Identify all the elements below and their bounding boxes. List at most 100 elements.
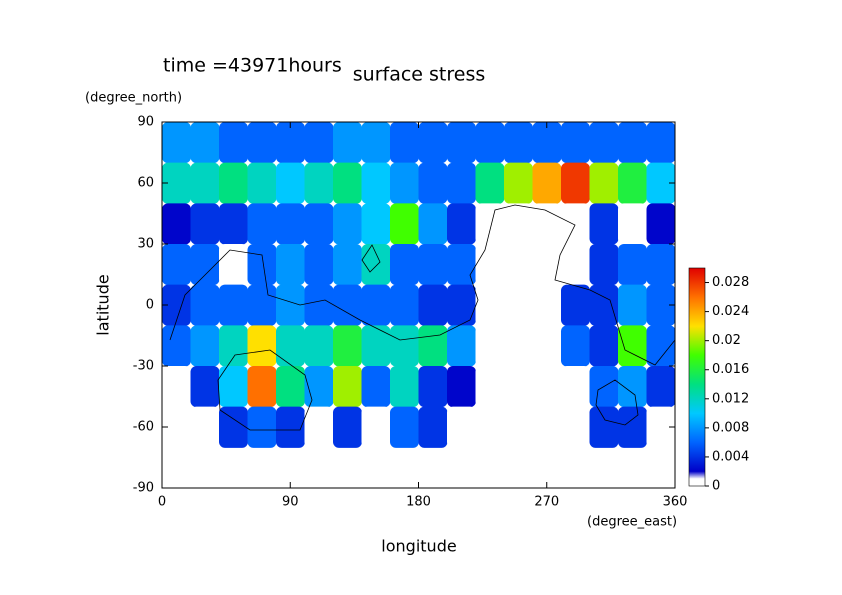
- contour-cell: [276, 162, 305, 204]
- contour-cell: [504, 284, 533, 326]
- contour-cell: [475, 325, 505, 367]
- contour-cell: [276, 366, 305, 408]
- contour-cell: [532, 325, 562, 367]
- contour-cell: [475, 122, 505, 164]
- contour-cell: [561, 366, 590, 408]
- contour-cell: [304, 325, 334, 367]
- contour-cell: [390, 203, 419, 245]
- colorbar-tick-label: 0: [712, 479, 720, 494]
- contour-cell: [475, 406, 505, 448]
- y-tick-label: -90: [133, 481, 154, 496]
- x-tick-label: 270: [534, 495, 559, 510]
- contour-cell: [219, 325, 248, 367]
- colorbar-tick-label: 0.008: [712, 420, 749, 435]
- contour-cell: [390, 406, 419, 448]
- contour-cell: [618, 325, 647, 367]
- contour-cell: [561, 162, 590, 204]
- y-unit: (degree_north): [85, 91, 182, 106]
- contour-cell: [589, 244, 619, 286]
- contour-cell: [190, 325, 220, 367]
- contour-cell: [190, 284, 220, 326]
- contour-cell: [418, 122, 448, 164]
- contour-cell: [390, 325, 419, 367]
- contour-cell: [162, 366, 191, 408]
- colorbar-tick-label: 0.016: [712, 362, 749, 377]
- y-tick-label: 90: [137, 115, 154, 130]
- contour-cell: [190, 162, 220, 204]
- contour-cell: [504, 203, 533, 245]
- contour-cell: [418, 325, 448, 367]
- contour-cell: [361, 366, 391, 408]
- contour-cell: [390, 244, 419, 286]
- contour-cell: [162, 406, 191, 448]
- contour-cell: [561, 284, 590, 326]
- contour-cell: [418, 244, 448, 286]
- contour-cell: [162, 325, 191, 367]
- contour-cell: [162, 284, 191, 326]
- y-tick-label: 30: [137, 237, 154, 252]
- contour-cell: [589, 284, 619, 326]
- contour-cell: [618, 406, 647, 448]
- contour-cell: [247, 406, 277, 448]
- contour-cell: [219, 406, 248, 448]
- coastlines: [169, 204, 675, 431]
- contour-cell: [390, 122, 419, 164]
- chart-title: surface stress: [353, 64, 486, 86]
- y-tick-label: -60: [133, 420, 154, 435]
- contour-cell: [447, 244, 476, 286]
- contour-cell: [646, 325, 675, 367]
- contour-cell: [475, 284, 505, 326]
- subtitle: time =43971hours: [163, 55, 342, 77]
- x-unit: (degree_east): [587, 515, 677, 530]
- contour-cell: [190, 244, 220, 286]
- colorbar-tick-label: 0.028: [712, 275, 749, 290]
- contour-cell: [646, 244, 675, 286]
- contour-cell: [361, 203, 391, 245]
- contour-cell: [219, 284, 248, 326]
- contour-cell: [333, 244, 362, 286]
- contour-cell: [219, 122, 248, 164]
- contour-cell: [447, 366, 476, 408]
- contour-cell: [504, 325, 533, 367]
- contour-cell: [304, 122, 334, 164]
- contour-cell: [475, 244, 505, 286]
- contour-cell: [304, 203, 334, 245]
- contour-cell: [589, 122, 619, 164]
- contour-cell: [589, 162, 619, 204]
- contour-cell: [361, 406, 391, 448]
- colorbar: [688, 267, 706, 487]
- contour-cell: [418, 162, 448, 204]
- contour-cell: [418, 284, 448, 326]
- contour-cell: [418, 366, 448, 408]
- contour-cell: [532, 122, 562, 164]
- contour-cell: [304, 366, 334, 408]
- contour-cell: [162, 244, 191, 286]
- contour-cell: [532, 162, 562, 204]
- contour-cell: [276, 406, 305, 448]
- contour-cell: [646, 203, 675, 245]
- contour-cell: [190, 203, 220, 245]
- y-tick-label: 0: [146, 298, 154, 313]
- contour-cell: [304, 162, 334, 204]
- contour-cell: [276, 203, 305, 245]
- contour-cell: [162, 203, 191, 245]
- contour-cell: [646, 284, 675, 326]
- contour-cell: [361, 122, 391, 164]
- x-axis-label: longitude: [381, 537, 456, 556]
- colorbar-tick-label: 0.004: [712, 449, 749, 464]
- contour-cell: [190, 366, 220, 408]
- contour-cell: [589, 406, 619, 448]
- x-tick-label: 180: [406, 495, 431, 510]
- contour-cell: [247, 284, 277, 326]
- y-tick-label: 60: [137, 176, 154, 191]
- contour-cell: [361, 325, 391, 367]
- contour-cell: [561, 203, 590, 245]
- colorbar-tick-label: 0.024: [712, 304, 749, 319]
- contour-cell: [618, 162, 647, 204]
- contour-cell: [190, 122, 220, 164]
- contour-cell: [618, 203, 647, 245]
- contour-cell: [247, 366, 277, 408]
- contour-cell: [418, 203, 448, 245]
- contour-cell: [247, 162, 277, 204]
- contour-cell: [532, 406, 562, 448]
